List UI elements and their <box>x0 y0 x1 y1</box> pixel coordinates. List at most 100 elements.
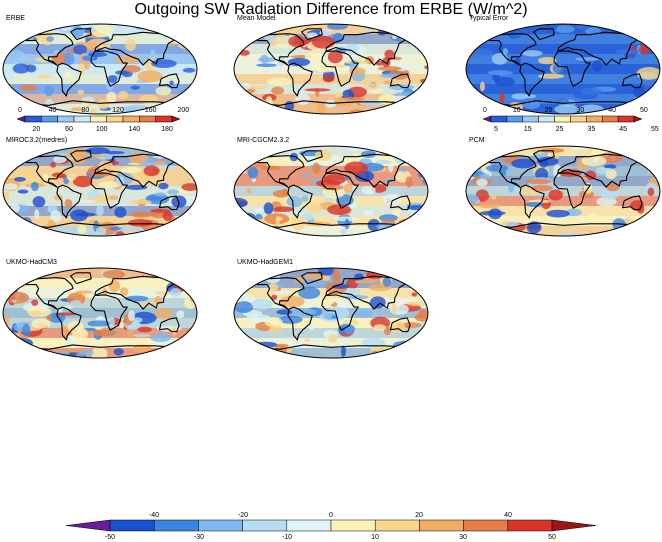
colorbar-tick-label: 140 <box>128 126 140 133</box>
panel-label: MRI-CGCM2.3.2 <box>237 137 289 144</box>
coastline <box>301 28 323 41</box>
colorbar-tick-label: 0 <box>483 107 487 114</box>
colorbar-swatch <box>155 115 173 123</box>
coastline <box>321 294 359 331</box>
coastline <box>158 195 180 211</box>
colorbar-swatch <box>242 519 288 532</box>
coastline <box>20 344 180 350</box>
coastline <box>70 28 92 41</box>
colorbar-min-arrow <box>16 115 26 123</box>
colorbar-swatch <box>90 115 107 123</box>
panel-label: PCM <box>469 137 485 144</box>
colorbar-tick-label: 0 <box>329 512 333 519</box>
chart-title: Outgoing SW Radiation Difference from ER… <box>134 1 528 18</box>
colorbar-tick-label: 40 <box>608 107 616 114</box>
colorbar-swatch <box>522 115 539 123</box>
coastline <box>389 73 411 89</box>
colorbar-tick-label: 50 <box>548 534 556 541</box>
colorbar-tick-label: 20 <box>545 107 553 114</box>
map-panel-1: ERBE <box>2 15 198 115</box>
colorbar-swatch <box>24 115 42 123</box>
coastline <box>255 155 305 188</box>
map-border <box>465 145 661 237</box>
coastline <box>321 50 359 87</box>
colorbar-swatch <box>139 115 156 123</box>
coastline <box>321 172 359 209</box>
coastline <box>158 317 180 333</box>
colorbar-tick-label: -50 <box>105 534 115 541</box>
colorbar-tick-label: 0 <box>18 107 22 114</box>
colorbar-tick-label: 30 <box>576 107 584 114</box>
coastline <box>621 195 643 211</box>
colorbar-tick-label: 35 <box>587 126 595 133</box>
map-field <box>234 146 428 236</box>
coastline <box>553 50 591 87</box>
coastline <box>90 294 128 331</box>
map-field <box>466 146 660 236</box>
colorbar-swatch <box>507 519 553 532</box>
coastline <box>389 317 411 333</box>
colorbar-swatch <box>617 115 635 123</box>
panel-label: UKMO-HadCM3 <box>6 259 57 266</box>
coastline <box>301 272 323 285</box>
coastline <box>287 184 313 219</box>
map-field <box>466 24 660 114</box>
map-border <box>233 145 429 237</box>
map-field <box>3 268 197 358</box>
colorbar-tick-label: -20 <box>238 512 248 519</box>
colorbar-tick-label: 100 <box>96 126 108 133</box>
coastline <box>24 277 74 310</box>
coastline <box>519 62 545 97</box>
colorbar-swatch <box>286 519 332 532</box>
colorbar-swatch <box>198 519 243 532</box>
coastline <box>251 344 411 350</box>
colorbar-tick-label: 40 <box>504 512 512 519</box>
colorbar-swatch <box>41 115 58 123</box>
map-panel-8: UKMO-HadGEM1 <box>233 259 429 359</box>
colorbar-tick-label: 60 <box>65 126 73 133</box>
coastline <box>56 184 82 219</box>
coastline <box>553 172 591 209</box>
coastline <box>251 222 411 228</box>
coastline <box>251 100 411 106</box>
map-panel-5: MRI-CGCM2.3.2 <box>233 137 429 237</box>
coastline <box>56 62 82 97</box>
coastline <box>325 31 408 66</box>
error-colorbar: 0 10 20 30 40 50 5 15 25 35 45 55 <box>482 107 659 133</box>
coastline <box>94 31 177 66</box>
map-panel-2: Mean Model <box>233 15 429 115</box>
colorbar-min-arrow <box>65 519 111 532</box>
colorbar-tick-label: -30 <box>194 534 204 541</box>
coastline <box>90 50 128 87</box>
map-border <box>233 23 429 115</box>
map-border <box>2 23 198 115</box>
coastline <box>389 195 411 211</box>
panel-label: UKMO-HadGEM1 <box>237 259 293 266</box>
colorbar-swatch <box>109 519 155 532</box>
colorbar-tick-label: 50 <box>640 107 648 114</box>
map-border <box>465 23 661 115</box>
map-panel-6: PCM <box>465 137 661 237</box>
colorbar-tick-label: 25 <box>556 126 564 133</box>
colorbar-swatch <box>538 115 555 123</box>
coastline <box>20 100 180 106</box>
colorbar-tick-label: 5 <box>494 126 498 133</box>
coastline <box>24 33 74 66</box>
colorbar-swatch <box>419 519 464 532</box>
coastline <box>287 306 313 341</box>
colorbar-tick-label: 20 <box>32 126 40 133</box>
coastline <box>487 155 537 188</box>
coastline <box>94 153 177 188</box>
coastline <box>255 277 305 310</box>
coastline <box>325 153 408 188</box>
colorbar-swatch <box>586 115 603 123</box>
colorbar-swatch <box>106 115 124 123</box>
colorbar-max-arrow <box>171 115 181 123</box>
colorbar-tick-label: 200 <box>177 107 189 114</box>
map-field <box>234 268 428 358</box>
colorbar-tick-label: 180 <box>161 126 173 133</box>
map-field <box>3 24 197 114</box>
colorbar-tick-label: -10 <box>282 534 292 541</box>
coastline <box>70 272 92 285</box>
